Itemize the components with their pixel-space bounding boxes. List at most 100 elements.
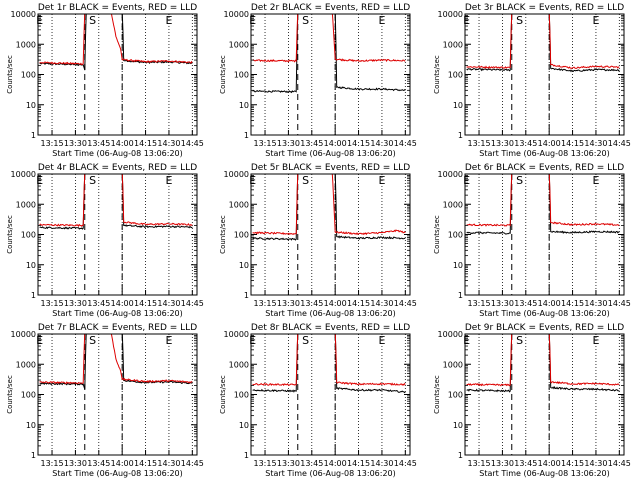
y-axis-label: Counts/sec xyxy=(6,375,14,414)
y-tick-label: 100 xyxy=(448,391,463,400)
interval-marker-s: S xyxy=(302,14,309,27)
y-tick-label: 10000 xyxy=(11,10,36,19)
y-tick-label: 1 xyxy=(244,131,249,140)
interval-marker-e: E xyxy=(378,174,385,187)
x-tick-label: 14:45 xyxy=(394,139,417,148)
plot-frame xyxy=(37,173,198,296)
lld-series-line xyxy=(466,14,620,69)
interval-marker-e: E xyxy=(249,174,256,187)
panel-1: Det 1r BLACK = Events, RED = LLD 1 10 100 10… xyxy=(6,3,204,158)
panel-4: Det 4r BLACK = Events, RED = LLD 1 10 100 10… xyxy=(6,163,204,318)
events-series-line xyxy=(39,14,193,71)
y-tick-label: 1000 xyxy=(16,40,36,49)
x-axis-label: Start Time (06-Aug-08 13:06:20) xyxy=(479,149,610,158)
y-tick-label: 1 xyxy=(458,291,463,300)
interval-marker-e: E xyxy=(165,334,172,347)
y-tick-label: 1000 xyxy=(443,360,463,369)
y-tick-label: 1 xyxy=(458,451,463,460)
y-tick-label: 1000 xyxy=(16,360,36,369)
x-tick-label: 14:45 xyxy=(181,139,204,148)
events-series-line xyxy=(466,174,620,235)
events-series-line xyxy=(466,334,620,393)
y-tick-label: 10000 xyxy=(224,330,249,339)
interval-marker-s: S xyxy=(302,174,309,187)
x-tick-label: 13:30 xyxy=(491,299,514,308)
x-tick-label: 14:15 xyxy=(134,139,157,148)
panel-6: Det 6r BLACK = Events, RED = LLD 1 10 100 10… xyxy=(433,163,631,318)
x-axis-label: Start Time (06-Aug-08 13:06:20) xyxy=(479,309,610,318)
y-tick-label: 1 xyxy=(31,451,36,460)
interval-marker-s: S xyxy=(89,334,96,347)
panel-5: Det 5r BLACK = Events, RED = LLD 1 10 100 10… xyxy=(219,163,417,318)
x-tick-label: 14:15 xyxy=(134,459,157,468)
plot-frame xyxy=(464,173,625,296)
interval-marker-s: S xyxy=(89,14,96,27)
interval-marker-e: E xyxy=(165,174,172,187)
panel-title: Det 5r BLACK = Events, RED = LLD xyxy=(251,163,410,173)
panel-title: Det 8r BLACK = Events, RED = LLD xyxy=(251,323,410,333)
panel-title: Det 9r BLACK = Events, RED = LLD xyxy=(465,323,624,333)
y-tick-label: 1000 xyxy=(443,40,463,49)
x-tick-label: 14:15 xyxy=(347,299,370,308)
y-axis-label: Counts/sec xyxy=(219,55,227,94)
x-tick-label: 13:15 xyxy=(467,459,490,468)
x-tick-label: 13:30 xyxy=(277,459,300,468)
plot-frame xyxy=(250,333,411,456)
x-axis-label: Start Time (06-Aug-08 13:06:20) xyxy=(265,469,396,478)
x-tick-label: 13:30 xyxy=(64,139,87,148)
interval-marker-e: E xyxy=(36,174,43,187)
y-tick-label: 1000 xyxy=(229,40,249,49)
x-axis-label: Start Time (06-Aug-08 13:06:20) xyxy=(265,149,396,158)
x-axis-label: Start Time (06-Aug-08 13:06:20) xyxy=(265,309,396,318)
plot-frame xyxy=(250,13,411,136)
y-tick-label: 1000 xyxy=(229,200,249,209)
y-tick-label: 1 xyxy=(31,291,36,300)
x-tick-label: 14:15 xyxy=(561,299,584,308)
x-tick-label: 13:15 xyxy=(253,139,276,148)
panel-title: Det 2r BLACK = Events, RED = LLD xyxy=(251,3,410,13)
events-series-line xyxy=(252,174,406,241)
x-tick-label: 13:45 xyxy=(87,459,110,468)
x-tick-label: 14:45 xyxy=(394,299,417,308)
lld-series-line xyxy=(252,334,406,387)
x-tick-label: 14:00 xyxy=(538,299,561,308)
y-tick-label: 1 xyxy=(31,131,36,140)
x-tick-label: 14:00 xyxy=(324,139,347,148)
x-tick-label: 13:15 xyxy=(40,459,63,468)
y-tick-label: 10 xyxy=(453,421,463,430)
y-axis-label: Counts/sec xyxy=(433,375,441,414)
interval-marker-e: E xyxy=(463,334,470,347)
panel-3: Det 3r BLACK = Events, RED = LLD 1 10 100 10… xyxy=(433,3,631,158)
interval-marker-e: E xyxy=(36,334,43,347)
y-tick-label: 100 xyxy=(234,391,249,400)
y-tick-label: 10 xyxy=(453,261,463,270)
y-tick-label: 100 xyxy=(21,71,36,80)
x-tick-label: 14:30 xyxy=(584,459,607,468)
panel-2: Det 2r BLACK = Events, RED = LLD 1 10 100 10… xyxy=(219,3,417,158)
x-tick-label: 14:30 xyxy=(370,459,393,468)
interval-marker-e: E xyxy=(592,14,599,27)
interval-marker-s: S xyxy=(516,174,523,187)
plot-frame xyxy=(464,13,625,136)
events-series-line xyxy=(466,14,620,73)
x-tick-label: 13:30 xyxy=(277,139,300,148)
lld-series-line xyxy=(39,334,193,385)
x-tick-label: 13:30 xyxy=(64,299,87,308)
x-tick-label: 13:15 xyxy=(40,139,63,148)
interval-marker-s: S xyxy=(302,334,309,347)
x-tick-label: 14:15 xyxy=(347,459,370,468)
x-tick-label: 14:00 xyxy=(111,139,134,148)
x-tick-label: 14:30 xyxy=(584,139,607,148)
panel-title: Det 1r BLACK = Events, RED = LLD xyxy=(38,3,197,13)
interval-marker-e: E xyxy=(463,174,470,187)
y-tick-label: 10000 xyxy=(438,330,463,339)
y-tick-label: 1000 xyxy=(443,200,463,209)
y-tick-label: 10000 xyxy=(11,330,36,339)
x-tick-label: 13:45 xyxy=(300,459,323,468)
y-axis-label: Counts/sec xyxy=(6,215,14,254)
y-tick-label: 10 xyxy=(239,261,249,270)
x-tick-label: 13:45 xyxy=(87,299,110,308)
y-tick-label: 10000 xyxy=(438,170,463,179)
x-tick-label: 14:45 xyxy=(608,299,631,308)
